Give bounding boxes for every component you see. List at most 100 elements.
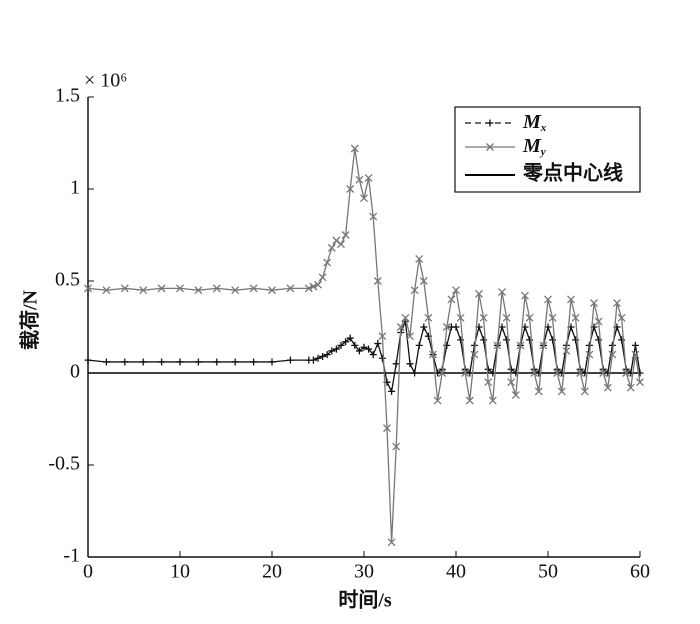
marker [415, 341, 423, 349]
marker [387, 538, 396, 547]
marker [231, 358, 239, 366]
y-tick-label: -1 [63, 545, 80, 567]
marker [617, 313, 626, 322]
marker [636, 369, 644, 377]
marker [286, 284, 295, 293]
marker [613, 299, 621, 308]
marker [158, 358, 166, 366]
marker [327, 243, 336, 252]
marker [503, 336, 511, 344]
marker [401, 313, 410, 322]
x-axis-label: 时间/s [338, 589, 392, 612]
marker [484, 365, 492, 373]
marker [567, 295, 575, 304]
marker [420, 323, 428, 331]
marker [121, 358, 129, 366]
marker [511, 391, 520, 400]
marker [194, 286, 203, 295]
series-line [87, 321, 641, 394]
marker [360, 194, 368, 203]
marker [493, 341, 502, 350]
marker [323, 351, 331, 359]
marker [120, 284, 129, 293]
marker [603, 383, 612, 392]
marker [378, 354, 386, 362]
marker [502, 313, 511, 322]
y-tick-label: 1.5 [55, 85, 80, 107]
marker [452, 286, 460, 295]
marker [608, 350, 617, 359]
legend-label-main: M [522, 111, 542, 133]
x-tick-label: 60 [630, 561, 650, 583]
marker [599, 369, 608, 377]
marker [525, 313, 534, 322]
marker [576, 369, 585, 377]
marker [139, 358, 147, 366]
marker [212, 284, 221, 293]
marker [314, 280, 322, 289]
marker [507, 365, 515, 373]
marker [631, 350, 640, 359]
marker [438, 369, 447, 377]
marker [342, 338, 350, 346]
marker [447, 295, 456, 304]
marker [213, 358, 221, 366]
x-tick-label: 20 [262, 561, 282, 583]
x-tick-label: 50 [538, 561, 558, 583]
marker [194, 358, 202, 366]
legend-label-main: M [522, 135, 542, 157]
marker [530, 369, 539, 377]
legend-label: 零点中心线 [522, 161, 623, 185]
marker [406, 360, 414, 368]
marker [475, 289, 483, 298]
marker [268, 286, 276, 295]
marker [383, 424, 391, 433]
marker [406, 332, 414, 341]
marker [346, 185, 355, 193]
marker [369, 351, 377, 359]
y-tick-label: 1 [70, 177, 80, 199]
marker [396, 323, 405, 331]
marker [84, 284, 92, 293]
marker [442, 323, 451, 331]
marker [585, 350, 594, 359]
x-tick-label: 10 [170, 561, 190, 583]
marker [364, 174, 373, 182]
marker [373, 277, 382, 285]
marker [456, 313, 465, 322]
marker [309, 282, 318, 291]
marker [429, 350, 437, 359]
marker [231, 286, 240, 295]
marker [392, 442, 401, 451]
marker [636, 378, 644, 387]
marker [84, 356, 92, 364]
marker [480, 336, 488, 344]
legend-label: Mx [522, 111, 547, 134]
y-tick-label: 0 [70, 361, 80, 383]
marker [157, 284, 166, 293]
legend-label: My [522, 135, 546, 158]
marker [365, 345, 373, 353]
marker [488, 396, 497, 405]
marker [318, 273, 327, 282]
marker [631, 341, 639, 349]
marker [461, 369, 470, 377]
marker [595, 336, 603, 344]
marker [309, 356, 317, 364]
legend-box [454, 106, 641, 193]
marker [486, 119, 494, 127]
marker [323, 258, 332, 267]
marker [139, 286, 148, 295]
marker [594, 317, 603, 326]
marker [419, 277, 428, 285]
marker [286, 356, 294, 364]
y-tick-label: 0.5 [55, 269, 80, 291]
y-tick-label: -0.5 [48, 453, 80, 475]
marker [355, 347, 363, 355]
x-tick-label: 40 [446, 561, 466, 583]
marker [392, 360, 400, 368]
marker [486, 143, 494, 151]
marker [562, 346, 571, 355]
legend-label-sub: y [539, 146, 546, 158]
marker [411, 369, 419, 377]
